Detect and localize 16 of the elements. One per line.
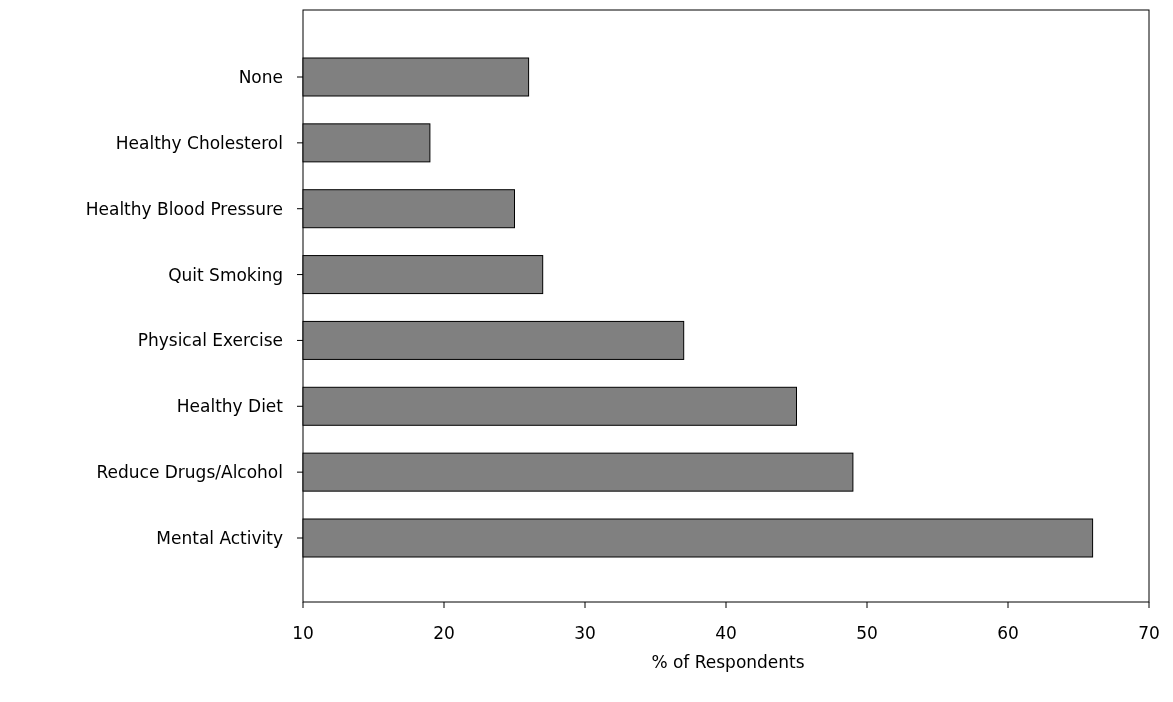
x-tick-label: 70 bbox=[1138, 623, 1160, 643]
y-tick-label: Healthy Blood Pressure bbox=[85, 198, 283, 219]
x-axis-title: % of Respondents bbox=[651, 652, 805, 672]
x-tick-label: 40 bbox=[715, 623, 737, 643]
y-tick-label: Physical Exercise bbox=[137, 330, 283, 351]
y-tick-label: Reduce Drugs/Alcohol bbox=[96, 462, 283, 483]
y-tick-label: Quit Smoking bbox=[168, 264, 283, 285]
x-tick-label: 60 bbox=[997, 623, 1019, 643]
x-tick-label: 20 bbox=[433, 623, 455, 643]
y-tick-label: None bbox=[238, 66, 283, 87]
y-tick-label: Healthy Cholesterol bbox=[115, 132, 283, 153]
y-tick-label: Healthy Diet bbox=[176, 396, 284, 417]
x-tick-label: 50 bbox=[856, 623, 878, 643]
x-tick-label: 10 bbox=[292, 623, 314, 643]
x-tick-label: 30 bbox=[574, 623, 596, 643]
y-tick-label: Mental Activity bbox=[156, 527, 283, 548]
